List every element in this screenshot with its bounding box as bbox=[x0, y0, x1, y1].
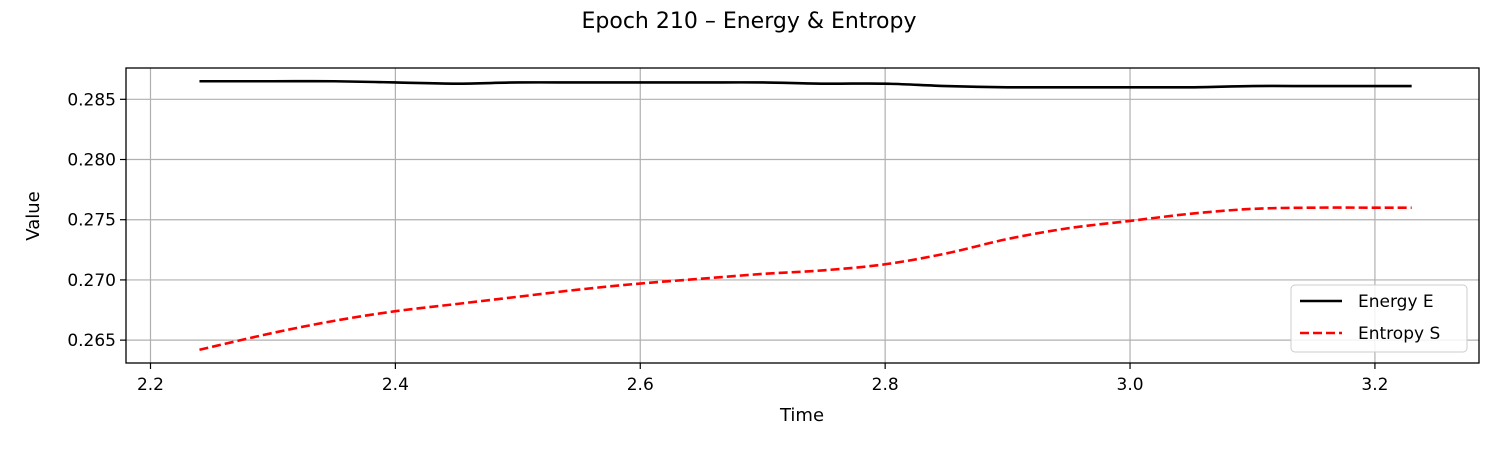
legend-label-entropy: Entropy S bbox=[1358, 324, 1440, 344]
y-axis-label: Value bbox=[23, 191, 44, 240]
x-tick-label: 2.2 bbox=[137, 375, 164, 395]
series-line-energy bbox=[199, 79, 1412, 89]
x-tick-label: 3.2 bbox=[1361, 375, 1388, 395]
series-line-entropy bbox=[199, 206, 1412, 352]
y-tick-label: 0.280 bbox=[67, 151, 116, 171]
y-tick-label: 0.275 bbox=[67, 211, 116, 231]
x-tick-label: 2.4 bbox=[382, 375, 409, 395]
y-tick-label: 0.285 bbox=[67, 90, 116, 110]
grid bbox=[126, 68, 1479, 363]
legend-label-energy: Energy E bbox=[1358, 292, 1434, 312]
x-tick-label: 2.6 bbox=[627, 375, 654, 395]
plot-frame bbox=[125, 67, 1480, 364]
y-tick-label: 0.270 bbox=[67, 271, 116, 291]
chart-title: Epoch 210 – Energy & Entropy bbox=[582, 9, 917, 34]
x-axis-label: Time bbox=[779, 405, 824, 426]
x-tick-label: 2.8 bbox=[872, 375, 899, 395]
y-tick-label: 0.265 bbox=[67, 331, 116, 351]
series-layer bbox=[199, 79, 1412, 352]
x-tick-label: 3.0 bbox=[1117, 375, 1144, 395]
axis-ticks: 2.2 2.4 2.6 2.8 3.0 3.2 0.265 0.270 0.275 0.280 0.… bbox=[67, 90, 1388, 395]
legend: Energy E Entropy S bbox=[1290, 284, 1468, 353]
